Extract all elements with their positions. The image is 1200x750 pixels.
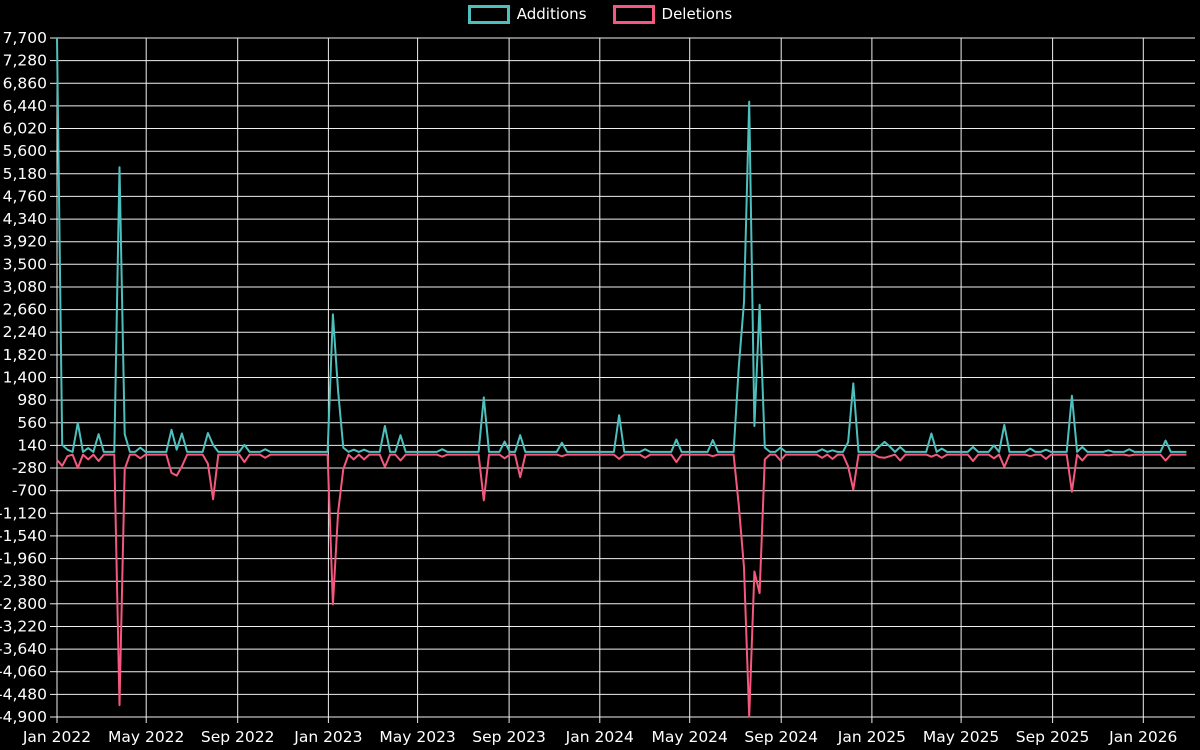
x-tick-label: Sep 2023 (472, 728, 546, 746)
x-tick-label: Jan 2024 (565, 728, 634, 746)
y-tick-label: -4,900 (0, 708, 47, 726)
deletions-line (56, 453, 1187, 718)
y-tick-label: 3,080 (3, 278, 47, 296)
y-tick-label: 6,860 (3, 74, 47, 92)
y-tick-label: 1,820 (3, 346, 47, 364)
y-tick-label: -3,640 (0, 640, 47, 658)
x-tick-label: Sep 2022 (201, 728, 275, 746)
additions-line (56, 37, 1187, 453)
y-tick-label: -1,540 (0, 527, 47, 545)
y-tick-label: -1,120 (0, 504, 47, 522)
y-tick-label: 5,600 (3, 142, 47, 160)
y-tick-label: 3,920 (3, 233, 47, 251)
y-tick-label: 1,400 (3, 369, 47, 387)
legend-item-deletions[interactable]: Deletions (612, 5, 733, 24)
y-tick-label: -1,960 (0, 550, 47, 568)
y-tick-label: 3,500 (3, 255, 47, 273)
y-tick-label: 6,440 (3, 97, 47, 115)
y-tick-label: -2,800 (0, 595, 47, 613)
y-tick-label: 7,280 (3, 52, 47, 70)
y-tick-label: -4,060 (0, 663, 47, 681)
y-tick-label: 560 (17, 414, 47, 432)
y-tick-label: 980 (17, 391, 47, 409)
y-tick-label: 2,660 (3, 301, 47, 319)
legend-item-additions[interactable]: Additions (467, 5, 587, 24)
x-tick-label: May 2025 (923, 728, 999, 746)
y-tick-label: 4,340 (3, 210, 47, 228)
y-tick-label: -280 (12, 459, 47, 477)
additions-swatch-icon (467, 5, 510, 24)
y-tick-label: 6,020 (3, 120, 47, 138)
y-tick-label: -4,480 (0, 685, 47, 703)
y-tick-label: 2,240 (3, 323, 47, 341)
x-tick-label: Jan 2023 (293, 728, 362, 746)
y-tick-label: 140 (17, 436, 47, 454)
y-tick-label: 7,700 (3, 29, 47, 47)
x-tick-label: Jan 2022 (22, 728, 91, 746)
y-tick-label: -3,220 (0, 618, 47, 636)
deletions-swatch-icon (612, 5, 655, 24)
y-tick-label: -2,380 (0, 572, 47, 590)
x-tick-label: Sep 2024 (744, 728, 818, 746)
y-tick-label: 5,180 (3, 165, 47, 183)
x-tick-label: May 2023 (379, 728, 455, 746)
x-tick-label: May 2022 (108, 728, 184, 746)
legend: Additions Deletions (0, 5, 1200, 24)
x-tick-label: Jan 2026 (1108, 728, 1177, 746)
x-tick-label: Sep 2025 (1016, 728, 1090, 746)
legend-label-additions: Additions (516, 5, 587, 23)
y-tick-label: -700 (12, 482, 47, 500)
legend-label-deletions: Deletions (661, 5, 733, 23)
x-tick-label: Jan 2025 (837, 728, 906, 746)
x-tick-label: May 2024 (651, 728, 727, 746)
y-tick-label: 4,760 (3, 187, 47, 205)
